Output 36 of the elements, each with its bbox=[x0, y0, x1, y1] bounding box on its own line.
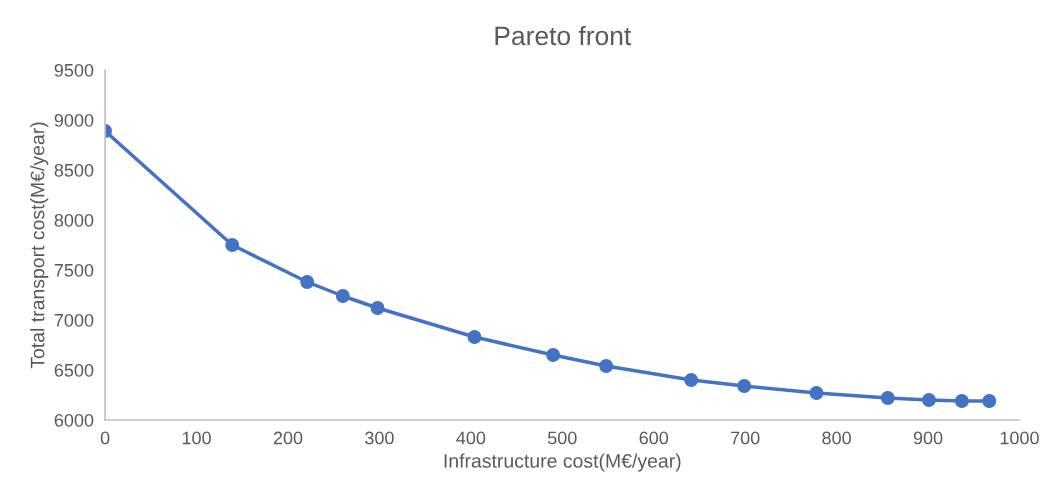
y-axis-title: Total transport cost(M€/year) bbox=[30, 122, 49, 369]
point bbox=[370, 301, 385, 315]
point bbox=[335, 289, 350, 303]
x-tick-label: 800 bbox=[822, 431, 851, 445]
point bbox=[684, 373, 699, 387]
x-tick-label: 0 bbox=[100, 431, 110, 445]
point bbox=[599, 359, 614, 373]
point bbox=[880, 391, 895, 405]
x-tick-label: 100 bbox=[182, 431, 211, 445]
point bbox=[809, 386, 824, 400]
y-tick-label: 6500 bbox=[54, 363, 94, 377]
y-tick-label: 8500 bbox=[54, 163, 94, 177]
x-tick-label: 300 bbox=[365, 431, 394, 445]
point bbox=[737, 379, 752, 393]
y-tick-label: 8000 bbox=[54, 213, 94, 227]
point bbox=[954, 394, 969, 408]
x-tick-label: 700 bbox=[731, 431, 760, 445]
point bbox=[922, 393, 936, 407]
point bbox=[467, 330, 482, 344]
y-tick-label: 9000 bbox=[54, 113, 94, 127]
x-tick-label: 500 bbox=[547, 431, 577, 445]
y-tick-label: 7500 bbox=[54, 263, 94, 277]
y-tick-label: 7000 bbox=[54, 313, 94, 327]
point bbox=[225, 238, 240, 252]
x-tick-label: 200 bbox=[273, 431, 303, 445]
point bbox=[300, 275, 315, 289]
y-tick-label: 6000 bbox=[54, 413, 94, 427]
x-tick-label: 900 bbox=[913, 431, 943, 445]
point bbox=[982, 394, 997, 408]
chart-title: Pareto front bbox=[495, 25, 632, 46]
y-tick-label: 9500 bbox=[54, 63, 94, 77]
point bbox=[546, 348, 561, 362]
x-tick-label: 400 bbox=[456, 431, 486, 445]
x-axis-title: Infrastructure cost(M€/year) bbox=[444, 453, 681, 472]
x-tick-label: 600 bbox=[639, 431, 669, 445]
x-tick-label: 1000 bbox=[1000, 431, 1039, 445]
